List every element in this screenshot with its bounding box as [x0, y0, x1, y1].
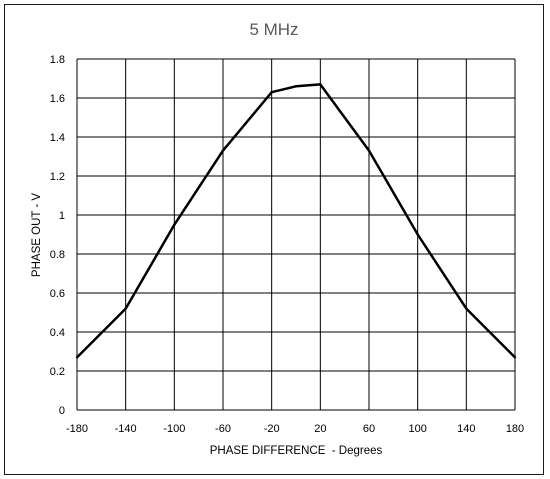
- x-tick-label: -20: [264, 423, 280, 435]
- series-layer: [75, 83, 517, 359]
- data-point: [221, 149, 225, 152]
- x-tick-label: -60: [215, 423, 231, 435]
- grid: [76, 58, 516, 411]
- data-point: [319, 83, 322, 86]
- data-point: [270, 90, 273, 94]
- y-tick-label: 1.4: [50, 132, 65, 144]
- y-axis-ticks: 0 0.2 0.4 0.6 0.8 1 1.2 1.4 1.6 1.8: [50, 54, 65, 417]
- y-tick-label: 1.8: [50, 54, 65, 66]
- data-point: [367, 149, 371, 152]
- y-tick-label: 1.2: [50, 171, 65, 183]
- data-point: [294, 85, 298, 88]
- y-tick-label: 0.4: [50, 327, 65, 339]
- x-tick-label: 140: [457, 423, 475, 435]
- chart-title: 5 MHz: [249, 20, 298, 39]
- y-tick-label: 0: [59, 405, 65, 417]
- data-point: [465, 307, 468, 310]
- y-tick-label: 1.6: [50, 93, 65, 105]
- x-tick-label: 180: [506, 423, 524, 435]
- data-point: [416, 233, 419, 236]
- data-point: [75, 356, 79, 359]
- y-tick-label: 0.2: [50, 366, 65, 378]
- x-tick-label: -140: [115, 423, 137, 435]
- x-tick-label: 60: [363, 423, 375, 435]
- y-tick-label: 0.6: [50, 288, 65, 300]
- y-axis-label: PHASE OUT - V: [31, 193, 43, 277]
- x-axis-ticks: -180 -140 -100 -60 -20 20 60 100 140 180: [66, 423, 524, 435]
- data-point: [124, 307, 127, 310]
- x-tick-label: 20: [314, 423, 326, 435]
- x-tick-label: -100: [163, 423, 185, 435]
- y-tick-label: 0.8: [50, 249, 65, 261]
- y-tick-label: 1: [59, 210, 65, 222]
- x-tick-label: -180: [66, 423, 88, 435]
- x-tick-label: 100: [408, 423, 426, 435]
- data-point: [173, 223, 176, 226]
- x-axis-label: PHASE DIFFERENCE - Degrees: [210, 445, 383, 457]
- series-line: [76, 83, 516, 359]
- data-point: [513, 356, 517, 359]
- chart-frame: [4, 4, 544, 475]
